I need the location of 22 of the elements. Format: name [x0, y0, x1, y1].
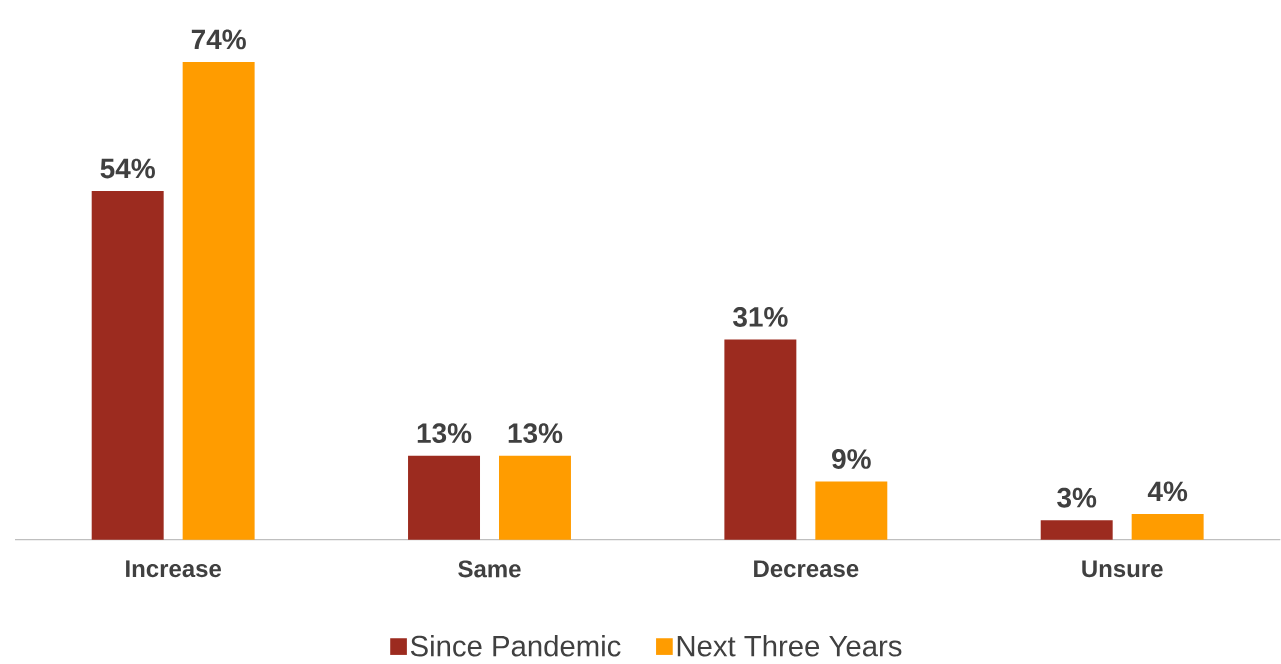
data-label: 13%	[417, 423, 472, 444]
x-tick-label: Increase	[126, 560, 222, 578]
x-tick-label: Unsure	[1082, 560, 1163, 578]
data-label: 3%	[1057, 488, 1097, 508]
data-label: 31%	[733, 307, 788, 328]
bar	[91, 191, 164, 540]
bar	[182, 62, 255, 540]
data-label: 13%	[508, 423, 563, 444]
bar	[815, 481, 888, 540]
data-label: 4%	[1147, 481, 1188, 502]
x-tick-label: Decrease	[754, 560, 859, 578]
bar	[1040, 520, 1113, 540]
bar	[724, 339, 797, 540]
data-label: 74%	[191, 29, 246, 50]
bar	[499, 456, 571, 540]
bar	[408, 456, 481, 540]
legend-label: Next Three Years	[677, 635, 902, 657]
data-label: 9%	[832, 449, 871, 470]
bar	[1131, 514, 1204, 540]
data-label: 54%	[100, 158, 155, 179]
legend-label: Since Pandemic	[410, 635, 621, 657]
x-tick-label: Same	[458, 560, 521, 578]
